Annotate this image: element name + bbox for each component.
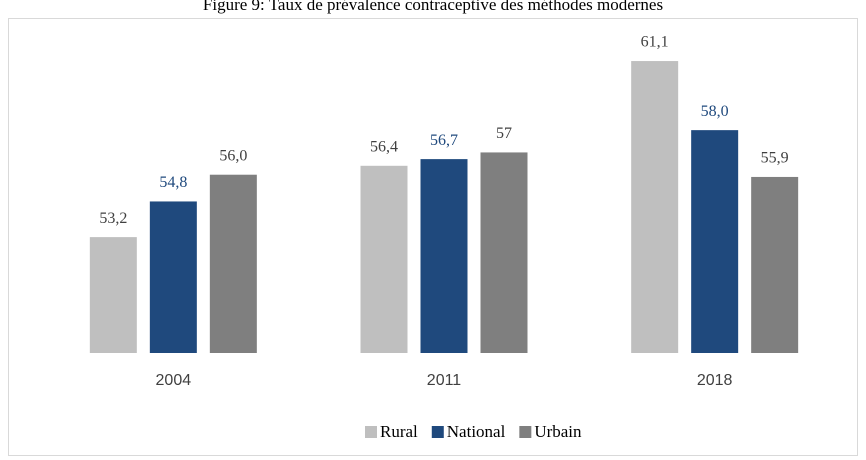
value-label: 56,4 — [370, 138, 398, 155]
value-label: 61,1 — [641, 34, 669, 51]
bar — [420, 159, 468, 353]
value-label: 55,9 — [761, 150, 789, 167]
bar — [149, 201, 197, 353]
value-label: 53,2 — [99, 210, 127, 227]
legend-label: Urbain — [534, 422, 582, 441]
bar — [209, 174, 257, 353]
value-label: 56,0 — [219, 147, 247, 164]
x-tick-label: 2018 — [697, 372, 733, 389]
bar — [480, 152, 528, 353]
x-tick-label: 2011 — [427, 372, 462, 389]
value-label: 56,7 — [430, 132, 458, 149]
legend-swatch — [431, 426, 444, 438]
bar — [691, 130, 739, 353]
value-label: 58,0 — [701, 103, 729, 120]
x-tick-label: 2004 — [156, 372, 192, 389]
value-label: 54,8 — [159, 174, 187, 191]
bar — [631, 61, 679, 354]
legend-swatch — [519, 426, 532, 438]
bar — [751, 176, 799, 353]
chart-title: Figure 9: Taux de prévalence contracepti… — [203, 0, 663, 14]
legend-swatch — [365, 426, 377, 438]
bar — [89, 237, 137, 353]
value-label: 57 — [496, 125, 512, 142]
legend-label: Rural — [380, 422, 418, 441]
bar — [360, 165, 408, 353]
legend-label: National — [447, 422, 506, 441]
